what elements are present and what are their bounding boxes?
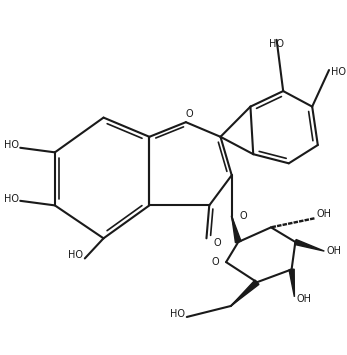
Text: HO: HO [331,67,346,77]
Text: O: O [214,238,221,248]
Text: HO: HO [269,39,284,49]
Text: OH: OH [296,294,311,305]
Polygon shape [289,269,294,297]
Text: O: O [211,257,219,267]
Polygon shape [232,216,241,243]
Text: OH: OH [316,209,331,219]
Text: O: O [186,109,194,119]
Text: HO: HO [68,250,83,260]
Text: HO: HO [170,309,185,319]
Polygon shape [295,240,324,251]
Text: HO: HO [3,140,19,149]
Text: O: O [240,211,247,222]
Polygon shape [231,280,259,306]
Text: HO: HO [3,194,19,204]
Text: OH: OH [326,246,341,256]
